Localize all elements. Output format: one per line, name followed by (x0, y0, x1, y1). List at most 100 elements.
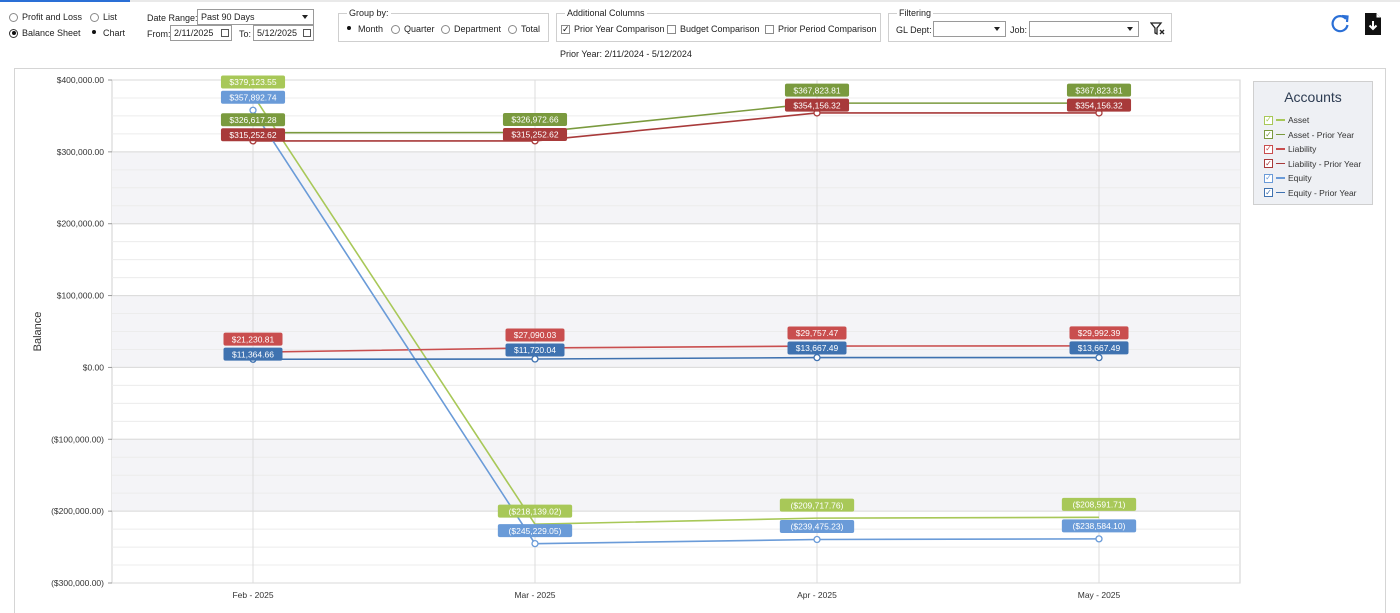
x-tick-label: Feb - 2025 (232, 590, 273, 600)
data-label: $21,230.81 (232, 334, 275, 344)
radio-group-quarter[interactable]: Quarter (391, 24, 435, 34)
data-label: $11,720.04 (514, 345, 556, 355)
to-date-field[interactable]: 5/12/2025 (253, 25, 314, 41)
checkbox-label: Budget Comparison (680, 24, 760, 34)
calendar-icon[interactable] (221, 29, 229, 37)
radio-label: List (103, 12, 118, 22)
data-label-box (784, 83, 850, 97)
series-line (252, 356, 1099, 361)
y-tick-label: $0.00 (83, 362, 105, 372)
data-label: ($209,717.76) (791, 500, 844, 510)
data-label: $326,972.66 (511, 115, 559, 125)
data-label: $29,992.39 (1078, 328, 1121, 338)
legend-line-swatch (1276, 191, 1285, 194)
y-tick-label: $200,000.00 (57, 219, 105, 229)
legend-checkbox[interactable]: ✓ (1264, 158, 1273, 168)
radio-list[interactable]: List (90, 12, 117, 22)
data-label: $354,156.32 (793, 100, 841, 110)
radio-chart[interactable]: Chart (90, 28, 125, 38)
legend-item[interactable]: ✓ Asset - Prior Year (1264, 130, 1354, 140)
radio-label: Chart (103, 28, 126, 38)
legend-checkbox[interactable]: ✓ (1264, 115, 1273, 125)
data-point-marker (531, 539, 539, 548)
y-tick-label: $300,000.00 (57, 147, 105, 157)
data-label-box (787, 326, 847, 340)
data-label-box (505, 343, 565, 357)
chevron-down-icon (302, 15, 308, 19)
y-tick-label: $100,000.00 (57, 291, 105, 301)
legend-line-swatch (1276, 148, 1285, 150)
radio-group-department[interactable]: Department (441, 24, 501, 34)
check-icon: ✓ (561, 23, 570, 34)
filter-clear-icon[interactable] (1148, 20, 1168, 38)
radio-label: Profit and Loss (22, 12, 83, 22)
legend-item[interactable]: ✓ Equity - Prior Year (1264, 188, 1357, 198)
legend-item[interactable]: ✓ Asset (1264, 115, 1309, 125)
legend-item[interactable]: ✓ Liability (1264, 144, 1316, 154)
series-line (252, 345, 1100, 353)
from-date-field[interactable]: 2/11/2025 (170, 25, 232, 41)
from-date-value: 2/11/2025 (174, 28, 214, 38)
data-label: ($245,229.05) (509, 526, 562, 536)
radio-profit-and-loss[interactable]: Profit and Loss (9, 12, 82, 22)
export-document-icon[interactable] (1361, 11, 1385, 37)
legend-label: Equity - Prior Year (1288, 187, 1357, 198)
checkbox-prior-period-comparison[interactable]: Prior Period Comparison (765, 24, 877, 34)
x-tick-label: Mar - 2025 (514, 590, 555, 600)
radio-balance-sheet[interactable]: Balance Sheet (9, 28, 81, 38)
chart-legend: Accounts ✓ Asset ✓ Asset - Prior Year ✓ Liabi… (1253, 81, 1373, 205)
date-range-select[interactable]: Past 90 Days (197, 9, 314, 25)
y-tick-label: ($300,000.00) (51, 578, 104, 588)
legend-checkbox[interactable]: ✓ (1264, 144, 1273, 154)
data-label-box (497, 524, 573, 538)
legend-checkbox[interactable]: ✓ (1264, 173, 1273, 183)
to-date-value: 5/12/2025 (257, 28, 298, 38)
filtering-title: Filtering (897, 8, 934, 18)
data-label: $379,123.55 (229, 77, 277, 87)
y-tick-label: $400,000.00 (57, 75, 105, 85)
chart-container (14, 68, 1386, 613)
calendar-icon[interactable] (303, 29, 311, 37)
data-label: $13,667.49 (796, 343, 839, 353)
job-select[interactable] (1029, 21, 1139, 37)
gl-dept-select[interactable] (933, 21, 1006, 37)
data-label-box (220, 90, 286, 104)
date-range-value: Past 90 Days (201, 12, 255, 22)
data-label-box (502, 127, 568, 141)
additional-columns-title: Additional Columns (565, 8, 647, 18)
legend-item[interactable]: ✓ Equity (1264, 173, 1312, 183)
radio-label: Quarter (404, 24, 435, 34)
data-label: $357,892.74 (229, 92, 277, 102)
from-label: From: (147, 29, 171, 39)
data-label-box (1069, 326, 1129, 340)
legend-item[interactable]: ✓ Liability - Prior Year (1264, 159, 1361, 169)
data-label-box (1066, 98, 1132, 112)
data-label-box (220, 128, 286, 142)
data-label-box (502, 112, 568, 126)
data-label: $315,252.62 (229, 130, 277, 140)
radio-group-total[interactable]: Total (508, 24, 540, 34)
radio-group-month[interactable]: Month (345, 24, 383, 34)
gl-dept-label: GL Dept: (896, 25, 932, 35)
legend-checkbox[interactable]: ✓ (1264, 129, 1273, 139)
data-label: $11,364.66 (232, 349, 274, 359)
checkbox-box (667, 24, 676, 34)
legend-line-swatch (1276, 133, 1285, 136)
series-line (252, 94, 1100, 525)
filtering-box: Filtering (888, 8, 1172, 42)
group-by-title: Group by: (347, 8, 391, 18)
data-point-marker (249, 106, 257, 114)
radio-dot (9, 12, 18, 22)
checkbox-budget-comparison[interactable]: Budget Comparison (667, 24, 760, 34)
checkbox-prior-year-comparison[interactable]: ✓ Prior Year Comparison (561, 24, 665, 34)
data-label-box (220, 113, 286, 127)
legend-checkbox[interactable]: ✓ (1264, 187, 1273, 197)
radio-dot (345, 24, 354, 34)
data-label-box (1066, 83, 1132, 97)
refresh-icon[interactable] (1328, 12, 1352, 36)
radio-dot (508, 24, 517, 34)
date-range-label: Date Range: (147, 13, 198, 23)
x-tick-label: May - 2025 (1078, 590, 1121, 600)
data-label-box (787, 341, 847, 355)
radio-dot (441, 24, 450, 34)
